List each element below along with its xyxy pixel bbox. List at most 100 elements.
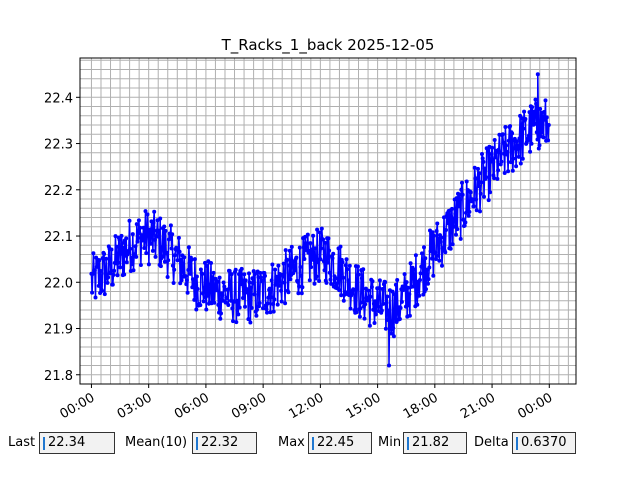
data-point [490,157,495,162]
data-point [515,143,520,148]
data-point [142,246,147,250]
data-point [233,267,238,272]
data-point [341,275,346,280]
data-point [368,294,373,299]
x-tick-label: 12:00 [286,390,326,422]
data-point [245,290,250,295]
data-point [392,292,397,297]
data-point [90,290,95,295]
data-point [486,148,491,153]
data-point [517,136,522,141]
data-point [357,314,362,319]
y-tick-label: 22.2 [44,184,73,199]
data-point [134,222,139,227]
data-point [288,277,293,282]
data-point [295,279,300,284]
data-point [546,138,551,143]
data-point [243,278,248,283]
data-point [480,156,485,161]
data-point [151,220,156,225]
data-point [269,295,274,300]
data-point [96,283,101,288]
data-point [171,281,176,285]
data-point [510,131,515,136]
data-point [92,268,97,273]
data-point [388,319,393,324]
data-point [430,256,434,261]
data-point [222,284,227,289]
data-point [273,267,278,272]
data-point [448,246,453,251]
data-point [237,272,241,277]
data-point [131,268,136,273]
data-point [526,133,531,138]
data-point [241,284,246,289]
data-point [501,140,506,145]
data-point [315,227,320,232]
data-point [265,310,269,315]
data-point [456,204,461,209]
data-point [187,260,192,265]
data-point [192,257,197,262]
delta-value-box: 0.6370 [512,432,576,454]
data-point [166,237,171,242]
data-point [321,237,326,242]
data-point [273,282,278,287]
last-label: Last [8,435,36,450]
data-point [418,278,422,282]
data-point [450,242,455,247]
data-point [407,313,412,318]
data-point [228,286,233,291]
data-point [381,301,386,306]
data-point [293,268,298,273]
data-point [355,264,360,269]
data-point [327,248,332,253]
data-point [481,159,486,164]
data-point [472,204,476,209]
data-point [538,106,543,111]
data-point [150,248,155,253]
data-point [302,257,307,261]
data-point [248,320,253,325]
data-point [468,190,473,195]
data-point [143,209,148,214]
data-point [504,143,509,148]
data-point [422,245,426,250]
data-point [421,292,426,297]
data-point [347,263,352,268]
data-point [198,303,203,308]
data-point [444,228,448,232]
data-point [363,302,368,307]
data-point [329,281,334,286]
data-point [109,247,114,252]
data-point [263,273,267,278]
data-point [446,221,450,226]
data-point [279,288,284,293]
y-axis: 21.8 21.9 22.0 22.1 22.2 22.3 22.4 [44,91,80,384]
data-point [105,280,110,285]
data-point [117,237,122,242]
data-point [305,241,310,246]
data-point [437,258,442,263]
y-tick-label: 21.9 [44,323,73,338]
data-point [218,316,223,321]
x-tick-label: 00:00 [57,390,97,422]
data-point [540,130,545,135]
data-point [241,296,245,300]
data-point [398,305,403,310]
data-point [406,303,411,308]
data-point [323,240,328,245]
data-point [395,278,400,282]
data-point [236,312,241,317]
data-point [229,272,234,277]
data-point [346,278,351,283]
data-point [393,282,398,287]
data-point [168,223,173,228]
y-tick-label: 22.1 [44,230,73,245]
data-point [395,309,400,314]
data-point [124,260,129,265]
data-point [427,265,432,270]
data-point [389,331,394,336]
data-point [96,262,101,267]
data-point [328,277,333,282]
